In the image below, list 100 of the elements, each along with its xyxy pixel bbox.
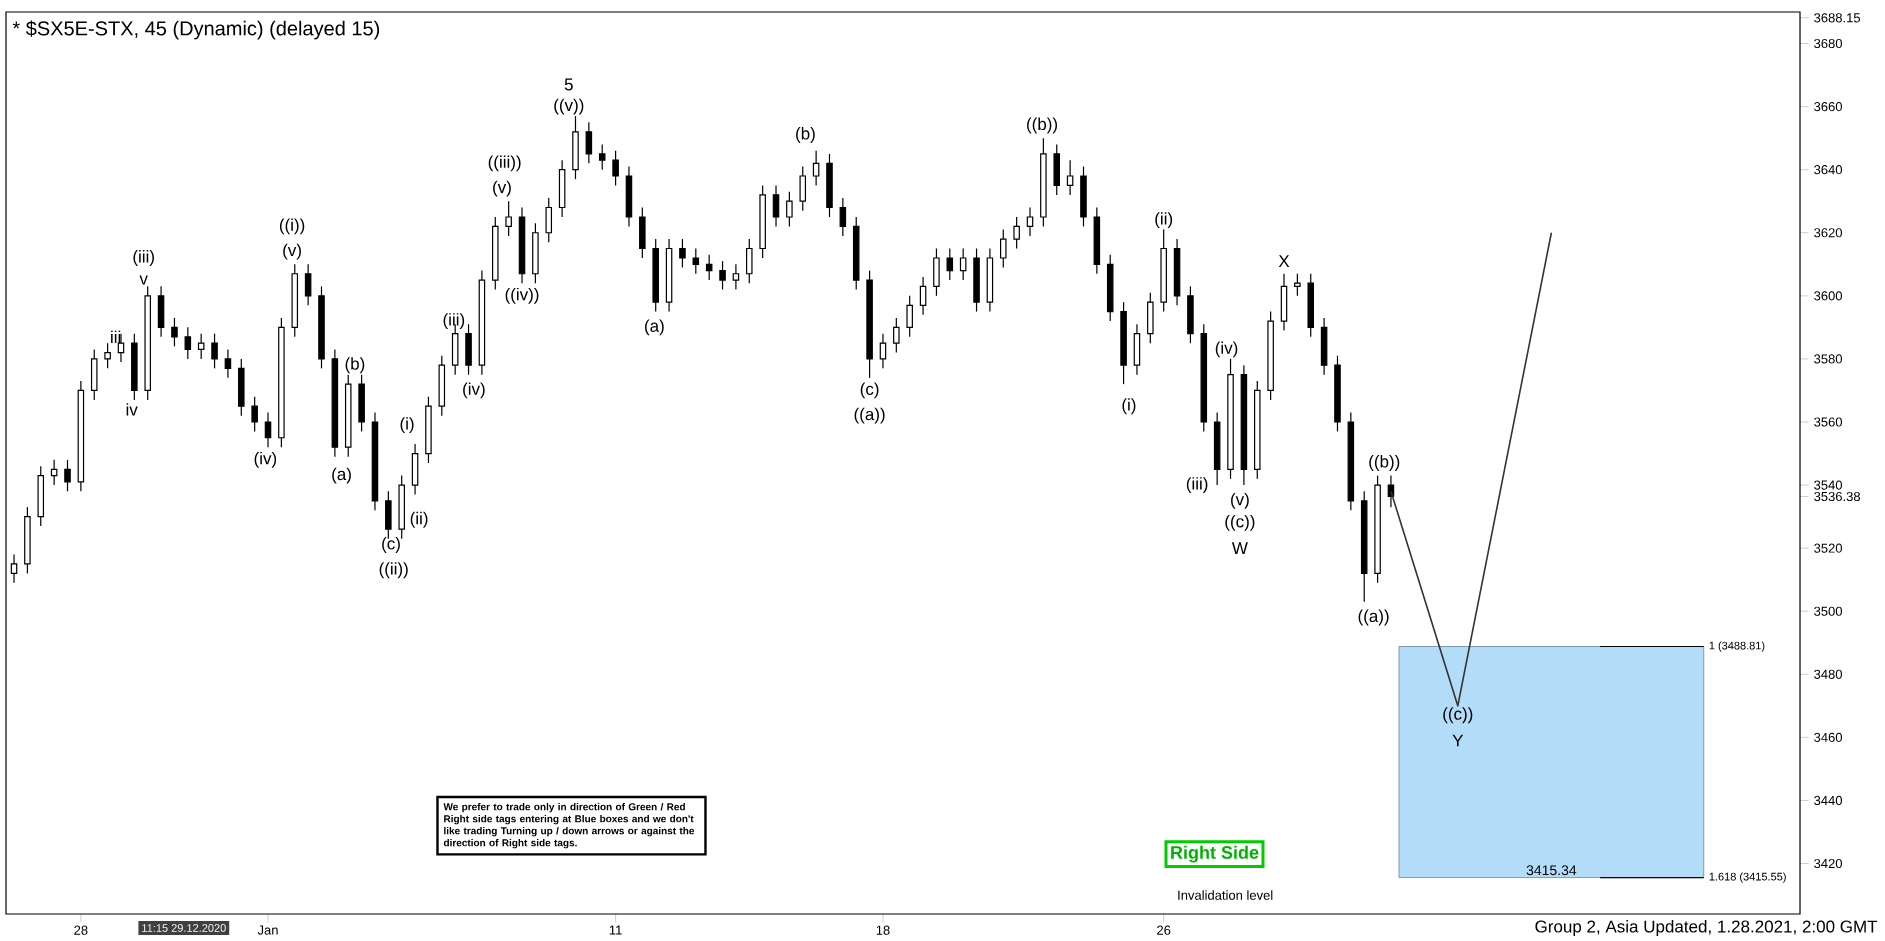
x-tick-label: Jan (257, 925, 278, 935)
candlestick (291, 263, 299, 338)
y-tick-label: 3688.15 (1814, 13, 1861, 23)
annotation: (iii) (443, 313, 465, 329)
annotation: We prefer to trade only in direction of Green / Red Right side tags entering at Blue boxes and we don't like trading Turning up / down arrows or against the direction of Right side tags. (443, 802, 695, 849)
x-tick-label: 18 (876, 925, 890, 935)
candlestick (465, 323, 472, 376)
candlestick (1280, 273, 1288, 332)
annotation: ((iv)) (505, 287, 539, 304)
candlestick (665, 238, 673, 313)
candlestick (224, 348, 232, 379)
annotation: ((a)) (854, 407, 885, 424)
y-tick-label: 3420 (1814, 858, 1843, 869)
y-tick-label: 3480 (1814, 669, 1843, 679)
candlestick (1133, 323, 1141, 376)
candlestick (732, 263, 740, 291)
candlestick (986, 247, 994, 313)
annotation: X (1278, 255, 1290, 267)
annotation: (v) (493, 180, 511, 197)
candlestick (919, 276, 927, 316)
annotation: (v) (283, 243, 301, 260)
annotation: Invalidation level (1178, 890, 1273, 900)
x-tick-label: 28 (74, 925, 88, 935)
candlestick (879, 333, 887, 369)
text: Group 2, Asia Updated, 1.28.2021, 2:00 GMT (1535, 920, 1878, 936)
candlestick (1053, 143, 1061, 196)
annotation: (b) (796, 127, 815, 143)
y-tick-label: 3500 (1814, 606, 1843, 616)
candlestick (772, 184, 780, 228)
candlestick (518, 206, 526, 284)
candlestick (144, 285, 151, 401)
y-tick-label: 3520 (1814, 543, 1843, 553)
annotation: ((c)) (1443, 707, 1473, 724)
ref-line-label: 1.618 (3415.55) (1709, 872, 1786, 883)
candlestick (10, 553, 18, 584)
candlestick (184, 326, 192, 360)
candlestick (598, 143, 606, 171)
candlestick (478, 270, 486, 376)
candlestick (812, 150, 820, 187)
annotation: (iii) (133, 250, 154, 266)
annotation: (ii) (410, 511, 428, 528)
annotation: ((i)) (279, 218, 305, 235)
y-tick-label: 3600 (1814, 291, 1843, 301)
annotation: (c) (382, 537, 400, 553)
candlestick (1240, 364, 1248, 486)
chart-title: * $SX5E-STX, 45 (Dynamic) (delayed 15) (12, 20, 380, 40)
annotation: (ii) (1155, 212, 1173, 229)
annotation: (a) (332, 467, 351, 484)
annotation: ((b)) (1027, 117, 1058, 134)
annotation: (v) (1231, 492, 1249, 509)
candlestick (411, 443, 419, 496)
candlestick (1120, 301, 1127, 385)
annotation: Y (1452, 734, 1464, 747)
annotation: 5 (564, 78, 573, 91)
candlestick (652, 238, 659, 313)
y-tick-label: 3460 (1814, 732, 1843, 742)
y-tick-label: 3680 (1814, 38, 1843, 49)
x-tick-label: 11 (609, 925, 622, 935)
annotation: iv (126, 403, 138, 416)
annotation: v (139, 275, 148, 285)
candlestick (625, 165, 633, 228)
x-tick-label: 26 (1157, 925, 1171, 935)
candlestick (157, 285, 165, 338)
annotation: ((c)) (1225, 514, 1255, 531)
candlestick (1066, 159, 1074, 196)
ref-line-label: 1 (3488.81) (1709, 641, 1765, 652)
candlestick (1173, 238, 1181, 306)
annotation: (b) (345, 357, 365, 374)
candlestick (90, 348, 98, 401)
annotation: Right Side (1171, 845, 1259, 863)
annotation: W (1231, 542, 1248, 554)
y-tick-label: 3536.38 (1814, 491, 1861, 502)
candlestick (719, 260, 726, 291)
text: 11:15 29.12.2020 (142, 924, 226, 932)
candlestick (1160, 229, 1167, 313)
y-tick-label: 3620 (1814, 228, 1843, 238)
candlestick (585, 121, 593, 164)
y-tick-label: 3540 (1814, 480, 1843, 490)
annotation: (c) (860, 382, 879, 399)
y-tick-label: 3560 (1814, 417, 1843, 427)
annotation: ((v)) (554, 98, 584, 115)
candlestick (1360, 490, 1368, 603)
candlestick (77, 380, 85, 492)
y-tick-label: 3580 (1814, 354, 1843, 364)
y-tick-label: 3660 (1814, 102, 1843, 112)
annotation: ((iii)) (488, 155, 521, 172)
y-tick-label: 3640 (1814, 165, 1843, 175)
annotation: (i) (400, 417, 414, 434)
annotation: (iv) (463, 382, 485, 399)
candlestick (371, 411, 379, 511)
annotation: (iv) (1215, 341, 1238, 358)
annotation: (i) (1122, 398, 1136, 415)
y-tick-label: 3440 (1814, 795, 1843, 806)
annotation: (iii) (1186, 477, 1208, 493)
annotation: ((b)) (1369, 455, 1400, 471)
annotation: ((a)) (1358, 609, 1389, 626)
annotation: ((ii)) (379, 562, 408, 579)
annotation: (iv) (254, 451, 277, 468)
candlestick (558, 159, 566, 218)
candlestick (1026, 206, 1034, 237)
